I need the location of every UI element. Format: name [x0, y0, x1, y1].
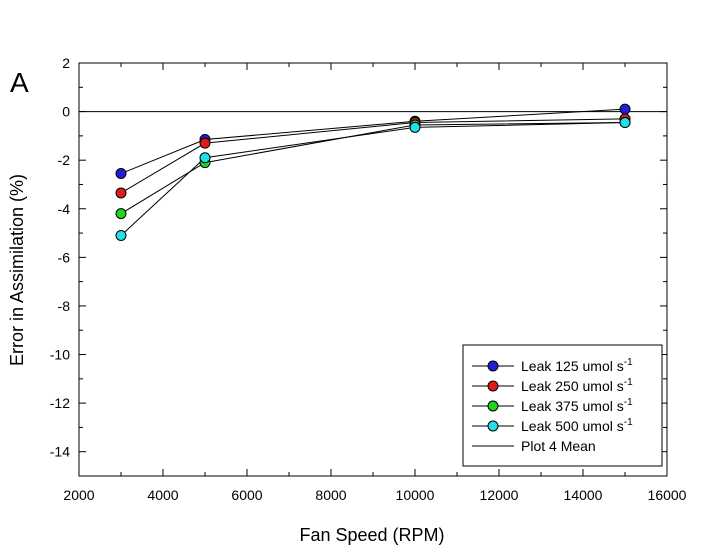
tick-labels: 2000 4000 6000 8000 10000 12000 14000 16000 2 0 -2… — [50, 55, 687, 503]
legend-marker — [487, 400, 499, 412]
x-tick-label: 12000 — [480, 487, 519, 503]
series-lines — [120, 108, 626, 236]
tick-marks — [78, 62, 668, 477]
legend: Leak 125 umol s-1 Leak 250 umol s-1 Leak 3… — [462, 344, 663, 467]
y-tick-label: -2 — [58, 152, 71, 168]
legend-label: Plot 4 Mean — [521, 438, 596, 454]
data-point-series-2 — [115, 187, 127, 199]
series-points — [115, 103, 631, 241]
data-point-series-2 — [199, 137, 211, 149]
x-tick-label: 6000 — [231, 487, 262, 503]
y-tick-label: -14 — [50, 444, 70, 460]
y-tick-label: 2 — [62, 55, 70, 71]
legend-marker — [487, 380, 499, 392]
panel-label: A — [10, 67, 29, 98]
y-tick-label: -10 — [50, 347, 70, 363]
series-line-3 — [120, 122, 626, 215]
y-tick-label: -6 — [58, 249, 71, 265]
y-tick-label: -4 — [58, 201, 71, 217]
x-tick-label: 14000 — [564, 487, 603, 503]
x-tick-label: 10000 — [396, 487, 435, 503]
data-point-series-4 — [619, 117, 631, 129]
legend-label: Leak 375 umol s-1 — [521, 397, 633, 414]
series-line-1 — [120, 108, 626, 175]
y-axis-title: Error in Assimilation (%) — [7, 174, 27, 366]
legend-label: Leak 500 umol s-1 — [521, 417, 633, 434]
legend-marker — [487, 420, 499, 432]
x-tick-label: 16000 — [648, 487, 687, 503]
data-point-series-1 — [619, 103, 631, 115]
x-tick-label: 4000 — [147, 487, 178, 503]
legend-label: Leak 250 umol s-1 — [521, 377, 633, 394]
x-tick-label: 2000 — [63, 487, 94, 503]
x-tick-label: 8000 — [315, 487, 346, 503]
y-tick-label: -8 — [58, 298, 71, 314]
legend-label: Leak 125 umol s-1 — [521, 357, 633, 374]
data-point-series-1 — [115, 168, 127, 180]
legend-marker — [487, 360, 499, 372]
data-point-series-4 — [409, 121, 421, 133]
x-axis-title: Fan Speed (RPM) — [299, 525, 444, 545]
y-tick-label: 0 — [62, 104, 70, 120]
data-point-series-4 — [115, 229, 127, 241]
series-line-2 — [120, 118, 626, 194]
data-point-series-3 — [115, 208, 127, 220]
series-line-4 — [120, 122, 626, 236]
y-tick-label: -12 — [50, 395, 70, 411]
data-point-series-4 — [199, 152, 211, 164]
